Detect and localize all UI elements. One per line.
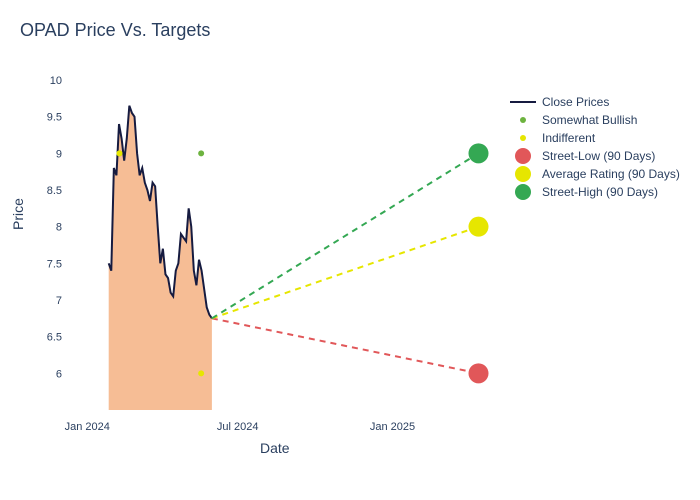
legend-label: Somewhat Bullish bbox=[542, 113, 637, 127]
plot-svg: 66.577.588.599.510Jan 2024Jul 2024Jan 20… bbox=[70, 80, 500, 410]
legend-swatch bbox=[510, 185, 536, 199]
legend-label: Close Prices bbox=[542, 95, 609, 109]
y-tick-label: 7.5 bbox=[47, 258, 62, 270]
y-axis-title: Price bbox=[10, 198, 26, 230]
legend-swatch bbox=[510, 113, 536, 127]
x-tick-label: Jan 2024 bbox=[65, 421, 110, 433]
target-marker[interactable] bbox=[469, 363, 489, 383]
rating-marker[interactable] bbox=[116, 150, 122, 156]
target-marker[interactable] bbox=[469, 143, 489, 163]
legend-item[interactable]: Street-High (90 Days) bbox=[510, 185, 690, 199]
legend-item[interactable]: Somewhat Bullish bbox=[510, 113, 690, 127]
y-tick-label: 8.5 bbox=[47, 185, 62, 197]
legend-swatch bbox=[510, 167, 536, 181]
y-tick-label: 8 bbox=[56, 222, 62, 234]
rating-marker[interactable] bbox=[198, 150, 204, 156]
y-tick-label: 7 bbox=[56, 295, 62, 307]
target-line[interactable] bbox=[212, 227, 479, 319]
target-line[interactable] bbox=[212, 153, 479, 318]
chart-container: OPAD Price Vs. Targets Price Date 66.577… bbox=[0, 0, 700, 500]
legend-swatch bbox=[510, 149, 536, 163]
plot-area: 66.577.588.599.510Jan 2024Jul 2024Jan 20… bbox=[70, 80, 500, 410]
x-axis-title: Date bbox=[260, 440, 290, 456]
legend-swatch bbox=[510, 131, 536, 145]
legend-item[interactable]: Indifferent bbox=[510, 131, 690, 145]
x-tick-label: Jul 2024 bbox=[217, 421, 259, 433]
legend-item[interactable]: Street-Low (90 Days) bbox=[510, 149, 690, 163]
chart-title: OPAD Price Vs. Targets bbox=[20, 20, 210, 41]
legend-label: Average Rating (90 Days) bbox=[542, 167, 680, 181]
y-tick-label: 9 bbox=[56, 148, 62, 160]
y-tick-label: 10 bbox=[50, 75, 62, 87]
y-tick-label: 6 bbox=[56, 368, 62, 380]
rating-marker[interactable] bbox=[198, 370, 204, 376]
legend-label: Street-Low (90 Days) bbox=[542, 149, 655, 163]
target-line[interactable] bbox=[212, 318, 479, 373]
legend-label: Street-High (90 Days) bbox=[542, 185, 658, 199]
y-tick-label: 6.5 bbox=[47, 332, 62, 344]
x-tick-label: Jan 2025 bbox=[370, 421, 415, 433]
legend-label: Indifferent bbox=[542, 131, 595, 145]
legend-item[interactable]: Average Rating (90 Days) bbox=[510, 167, 690, 181]
y-tick-label: 9.5 bbox=[47, 112, 62, 124]
legend[interactable]: Close Prices Somewhat Bullish Indifferent S… bbox=[510, 95, 690, 203]
target-marker[interactable] bbox=[469, 217, 489, 237]
legend-swatch bbox=[510, 95, 536, 109]
legend-item[interactable]: Close Prices bbox=[510, 95, 690, 109]
